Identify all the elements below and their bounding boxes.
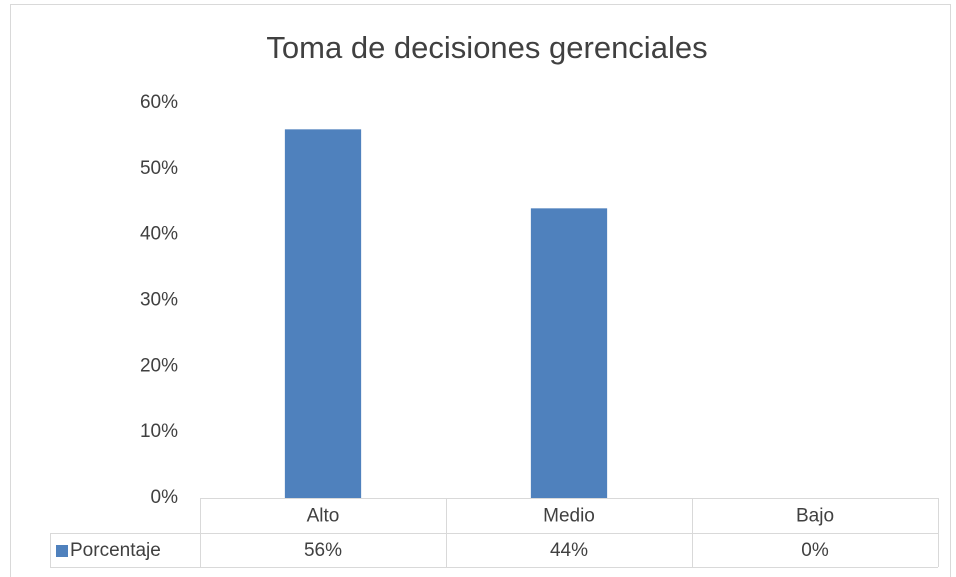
y-tick-label: 60% (140, 92, 178, 113)
data-table-value: 56% (304, 540, 342, 561)
legend-swatch (56, 545, 68, 557)
x-tick-label: Medio (543, 506, 595, 527)
data-table-value: 44% (550, 540, 588, 561)
x-tick-label: Alto (307, 506, 340, 527)
legend-label: Porcentaje (70, 540, 161, 561)
y-tick-label: 50% (140, 158, 178, 179)
data-table-value: 0% (801, 540, 829, 561)
bar (530, 208, 608, 499)
y-tick-label: 10% (140, 421, 178, 442)
y-tick-label: 30% (140, 290, 178, 311)
bar (284, 129, 362, 499)
y-tick-label: 40% (140, 224, 178, 245)
y-tick-label: 20% (140, 355, 178, 376)
x-tick-label: Bajo (796, 506, 834, 527)
chart-title: Toma de decisiones gerenciales (266, 30, 707, 65)
chart-frame (10, 4, 951, 577)
y-tick-label: 0% (151, 487, 179, 508)
